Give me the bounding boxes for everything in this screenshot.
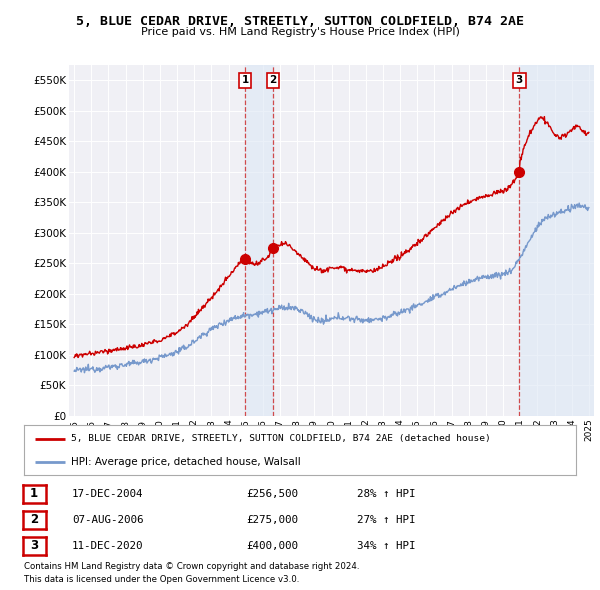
Text: 27% ↑ HPI: 27% ↑ HPI	[357, 515, 415, 525]
Text: £275,000: £275,000	[246, 515, 298, 525]
Text: HPI: Average price, detached house, Walsall: HPI: Average price, detached house, Wals…	[71, 457, 301, 467]
Text: 28% ↑ HPI: 28% ↑ HPI	[357, 489, 415, 499]
Text: 17-DEC-2004: 17-DEC-2004	[72, 489, 143, 499]
Bar	[520, 65, 598, 416]
Text: Contains HM Land Registry data © Crown copyright and database right 2024.: Contains HM Land Registry data © Crown c…	[24, 562, 359, 571]
Text: 11-DEC-2020: 11-DEC-2020	[72, 541, 143, 550]
Text: 3: 3	[30, 539, 38, 552]
Text: 1: 1	[30, 487, 38, 500]
Text: Price paid vs. HM Land Registry's House Price Index (HPI): Price paid vs. HM Land Registry's House …	[140, 27, 460, 37]
Text: 2: 2	[30, 513, 38, 526]
Text: 07-AUG-2006: 07-AUG-2006	[72, 515, 143, 525]
Text: 5, BLUE CEDAR DRIVE, STREETLY, SUTTON COLDFIELD, B74 2AE (detached house): 5, BLUE CEDAR DRIVE, STREETLY, SUTTON CO…	[71, 434, 491, 443]
Text: 3: 3	[516, 76, 523, 86]
Text: £256,500: £256,500	[246, 489, 298, 499]
Text: 2: 2	[269, 76, 277, 86]
Text: 5, BLUE CEDAR DRIVE, STREETLY, SUTTON COLDFIELD, B74 2AE: 5, BLUE CEDAR DRIVE, STREETLY, SUTTON CO…	[76, 15, 524, 28]
Text: 1: 1	[241, 76, 248, 86]
Bar	[245, 65, 273, 416]
Text: 34% ↑ HPI: 34% ↑ HPI	[357, 541, 415, 550]
Text: £400,000: £400,000	[246, 541, 298, 550]
Text: This data is licensed under the Open Government Licence v3.0.: This data is licensed under the Open Gov…	[24, 575, 299, 584]
